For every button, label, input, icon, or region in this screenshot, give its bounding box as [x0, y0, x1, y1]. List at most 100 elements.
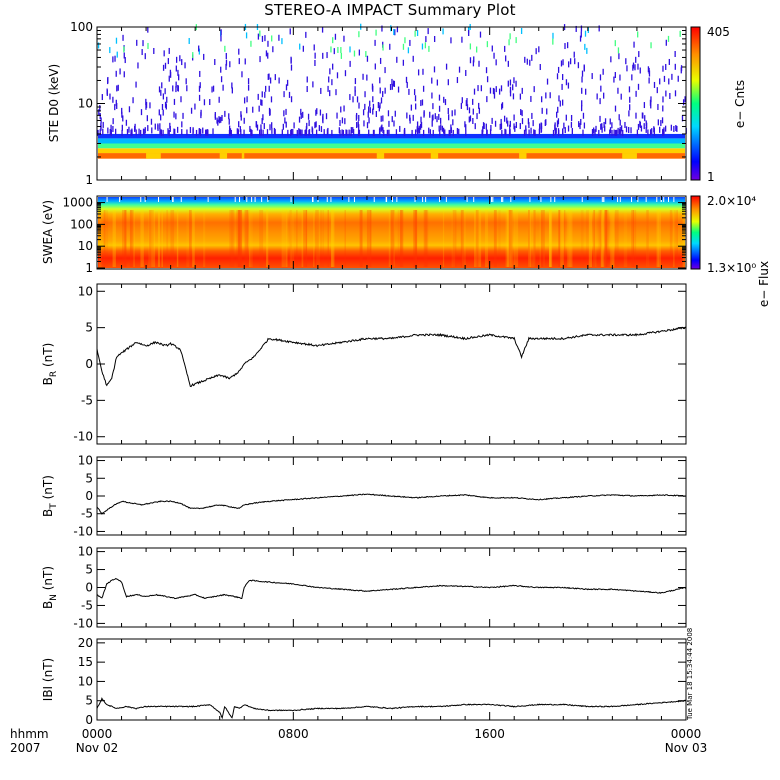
ste-count: [137, 62, 139, 69]
ste-count: [456, 77, 459, 84]
ste-count: [514, 125, 516, 132]
ste-count: [584, 43, 586, 50]
ste-count: [512, 93, 515, 100]
ste-count: [189, 126, 192, 133]
ste-count: [140, 109, 143, 116]
ste-count: [534, 129, 536, 136]
ste-count: [561, 99, 564, 106]
ste-count: [165, 103, 167, 110]
ste-count: [582, 129, 584, 136]
ste-count: [116, 85, 118, 92]
ste-count: [427, 28, 429, 35]
ste-count: [140, 129, 142, 136]
ste-count: [349, 94, 351, 101]
swea-streak: [568, 210, 572, 267]
ste-count: [302, 111, 304, 118]
swea-gap: [396, 197, 398, 202]
swea-ylabel: SWEA (eV): [41, 200, 55, 264]
ste-count: [596, 93, 598, 100]
ste-count: [382, 127, 384, 134]
ste-count: [142, 40, 144, 47]
ste-count: [524, 56, 526, 63]
ste-count: [630, 127, 632, 134]
ste-count: [643, 102, 646, 109]
ste-count: [368, 106, 370, 113]
ste-count: [575, 25, 577, 32]
ste-count: [474, 123, 476, 130]
ste-colorbar-min: 1: [707, 170, 715, 184]
ste-band: [98, 133, 685, 139]
ste-count: [648, 67, 650, 74]
ste-count: [349, 60, 351, 67]
ste-count: [326, 52, 328, 59]
ste-count: [414, 95, 417, 102]
ste-count: [416, 30, 419, 37]
ste-count: [419, 123, 422, 130]
ste-count: [109, 47, 111, 54]
ste-count: [173, 128, 175, 135]
ste-count: [107, 78, 109, 85]
ste-count: [581, 100, 583, 107]
swea-streak: [250, 210, 253, 267]
swea-streak: [593, 210, 596, 267]
ste-count: [507, 120, 509, 127]
ste-count: [112, 96, 114, 103]
ste-count: [142, 128, 145, 135]
ste-count: [650, 96, 652, 103]
ste-count: [262, 129, 264, 136]
swea-ytick-label: 1: [85, 261, 93, 275]
ste-count: [472, 60, 475, 67]
bt-panel: -10 -5 0 5 10 BT (nT): [41, 454, 687, 538]
swea-gap: [637, 197, 639, 202]
swea-gap: [422, 197, 424, 202]
ste-count: [461, 97, 463, 104]
ste-count: [412, 114, 414, 121]
ste-count: [181, 129, 183, 136]
ste-count: [540, 96, 543, 103]
br-ytick-label: 0: [85, 357, 93, 371]
ste-count: [450, 127, 453, 134]
ste-count: [290, 128, 293, 135]
br-ytick-label: -5: [81, 393, 93, 407]
ste-count: [116, 102, 118, 109]
ste-count: [228, 113, 230, 120]
ste-count: [538, 128, 541, 135]
ste-count: [473, 88, 476, 95]
ste-count: [443, 96, 445, 103]
ste-count: [354, 86, 356, 93]
swea-streak: [461, 210, 464, 267]
ste-count: [298, 116, 301, 123]
ste-count: [380, 115, 382, 122]
ste-count: [168, 47, 170, 54]
swea-gap: [601, 197, 603, 202]
ste-count: [375, 29, 377, 36]
swea-streak: [366, 210, 371, 267]
ste-count: [389, 84, 392, 91]
ste-count: [372, 103, 375, 110]
ste-count: [243, 129, 245, 136]
ste-count: [682, 99, 685, 106]
ste-count: [229, 61, 231, 68]
br-trace: [96, 326, 687, 388]
bt-ytick-label: 10: [78, 454, 93, 468]
ste-count: [415, 103, 417, 110]
swea-gap: [391, 197, 393, 202]
ste-count: [670, 124, 673, 131]
ste-count: [161, 82, 163, 89]
swea-streak: [359, 210, 363, 267]
swea-streak: [600, 210, 604, 267]
swea-panel: 1 10 100 1000 SWEA (eV) 2.0×10⁴ 1.3×10⁰ e− …: [41, 194, 771, 307]
ste-count: [107, 127, 109, 134]
swea-streak: [236, 210, 241, 267]
bmag-ylabel: IBI (nT): [41, 658, 55, 701]
ste-count: [604, 125, 606, 132]
ste-count: [240, 111, 242, 118]
swea-streak: [291, 210, 295, 267]
ste-count: [600, 123, 602, 130]
ste-gap: [241, 153, 245, 159]
swea-streak: [593, 210, 597, 267]
ste-count: [533, 86, 535, 93]
ste-count: [399, 125, 401, 132]
bn-panel: -10 -5 0 5 10 BN (nT): [41, 545, 687, 630]
ste-count: [490, 124, 492, 131]
